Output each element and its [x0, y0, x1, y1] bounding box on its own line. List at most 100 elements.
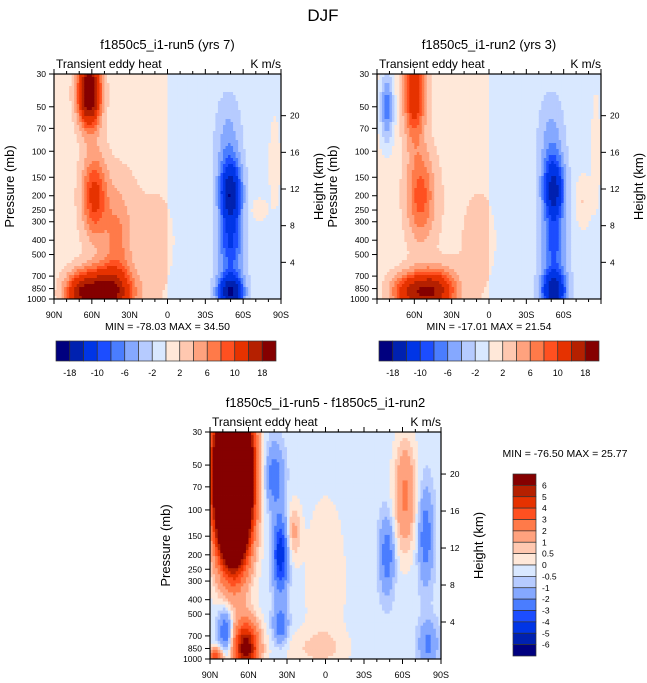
contour-cell: [195, 137, 199, 141]
contour-cell: [59, 197, 62, 201]
contour-cell: [215, 266, 219, 270]
contour-cell: [182, 236, 186, 240]
contour-cell: [119, 185, 123, 189]
contour-cell: [59, 125, 62, 129]
contour-cell: [144, 158, 148, 162]
contour-cell: [149, 251, 153, 255]
contour-cell: [74, 140, 78, 144]
contour-cell: [159, 185, 163, 189]
contour-cell: [76, 80, 80, 84]
contour-cell: [177, 173, 181, 177]
contour-cell: [59, 194, 62, 198]
contour-cell: [164, 122, 168, 126]
contour-cell: [99, 260, 103, 264]
contour-cell: [86, 188, 90, 192]
contour-cell: [205, 122, 209, 126]
contour-cell: [117, 209, 120, 213]
contour-cell: [56, 191, 60, 195]
contour-cell: [162, 125, 166, 129]
contour-cell: [154, 248, 158, 252]
contour-cell: [152, 227, 156, 231]
contour-cell: [180, 254, 184, 258]
contour-cell: [162, 98, 166, 102]
contour-cell: [122, 215, 126, 219]
contour-cell: [147, 77, 151, 81]
contour-cell: [56, 200, 60, 204]
contour-cell: [147, 263, 151, 267]
contour-cell: [59, 134, 62, 138]
contour-cell: [202, 140, 206, 144]
contour-cell: [81, 101, 85, 105]
contour-cell: [66, 260, 70, 264]
contour-cell: [86, 113, 90, 117]
contour-cell: [154, 173, 158, 177]
contour-cell: [220, 134, 224, 138]
contour-cell: [149, 254, 153, 258]
contour-cell: [69, 152, 73, 156]
contour-cell: [210, 92, 214, 96]
contour-cell: [104, 113, 108, 117]
contour-cell: [71, 275, 75, 279]
contour-cell: [114, 155, 118, 159]
contour-cell: [147, 119, 151, 123]
contour-cell: [56, 98, 60, 102]
contour-cell: [192, 173, 196, 177]
contour-cell: [122, 209, 126, 213]
contour-cell: [132, 266, 136, 270]
contour-cell: [195, 206, 199, 210]
contour-cell: [106, 86, 110, 90]
contour-cell: [187, 203, 191, 207]
contour-cell: [84, 164, 88, 168]
contour-cell: [81, 287, 85, 291]
contour-cell: [74, 131, 78, 135]
contour-cell: [69, 239, 73, 243]
contour-cell: [154, 212, 158, 216]
contour-cell: [122, 287, 126, 291]
contour-cell: [162, 194, 166, 198]
contour-cell: [220, 170, 224, 174]
contour-cell: [139, 176, 143, 180]
contour-cell: [152, 158, 156, 162]
contour-cell: [127, 245, 131, 249]
contour-cell: [96, 191, 100, 195]
contour-cell: [205, 182, 209, 186]
contour-cell: [71, 101, 75, 105]
contour-cell: [175, 278, 178, 282]
contour-cell: [129, 275, 133, 279]
contour-cell: [220, 179, 224, 183]
contour-cell: [74, 92, 78, 96]
contour-cell: [157, 116, 161, 120]
contour-cell: [86, 134, 90, 138]
contour-cell: [192, 89, 196, 93]
contour-cell: [137, 128, 141, 132]
contour-cell: [185, 140, 189, 144]
contour-cell: [137, 245, 141, 249]
contour-cell: [91, 143, 95, 147]
contour-cell: [109, 134, 113, 138]
contour-cell: [104, 251, 108, 255]
contour-cell: [202, 248, 206, 252]
contour-cell: [122, 74, 126, 78]
contour-cell: [69, 110, 73, 114]
contour-cell: [202, 80, 206, 84]
contour-cell: [79, 155, 83, 159]
contour-cell: [127, 107, 131, 111]
contour-cell: [119, 158, 123, 162]
contour-cell: [96, 278, 100, 282]
contour-cell: [212, 248, 216, 252]
contour-cell: [154, 200, 158, 204]
contour-cell: [59, 89, 62, 93]
contour-cell: [104, 122, 108, 126]
contour-cell: [61, 185, 65, 189]
contour-cell: [175, 266, 178, 270]
contour-cell: [109, 278, 113, 282]
contour-cell: [170, 149, 173, 153]
contour-cell: [61, 149, 65, 153]
contour-cell: [144, 176, 148, 180]
contour-cell: [106, 110, 110, 114]
contour-cell: [175, 149, 178, 153]
contour-cell: [101, 83, 105, 87]
contour-cell: [132, 101, 136, 105]
contour-cell: [99, 113, 103, 117]
contour-cell: [61, 191, 65, 195]
